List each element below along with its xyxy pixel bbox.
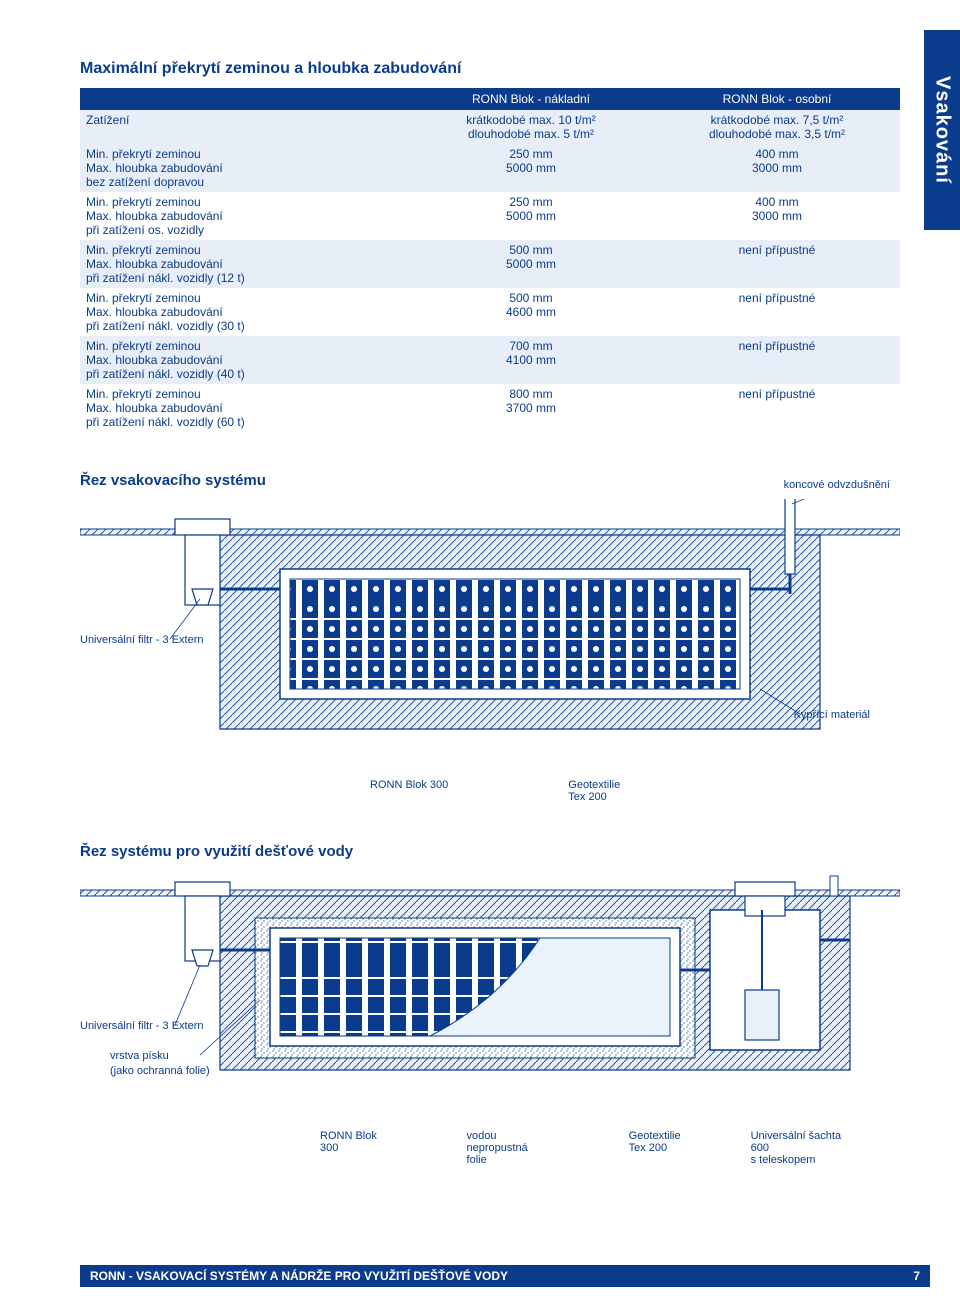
caption-ronn2: RONN Blok 300 [320,1130,397,1166]
col2-header: RONN Blok - osobní [654,88,900,110]
caption-sachta1: Universální šachta 600 [751,1130,860,1154]
diagram2-captions: RONN Blok 300 vodou nepropustná folie Ge… [80,1130,900,1166]
row-col1: 500 mm5000 mm [408,240,654,288]
diagram1-captions: RONN Blok 300 Geotextilie Tex 200 [80,779,900,803]
load-row: Zatížení krátkodobé max. 10 t/m² dlouhod… [80,110,900,144]
caption-folie2: folie [467,1154,559,1166]
row-col2: 400 mm3000 mm [654,144,900,192]
data-table: RONN Blok - nákladní RONN Blok - osobní … [80,88,900,432]
diagram1-svg [80,499,900,759]
row-label: Min. překrytí zeminouMax. hloubka zabudo… [80,336,408,384]
side-tab: Vsakování [924,30,960,230]
row-label: Min. překrytí zeminouMax. hloubka zabudo… [80,288,408,336]
row-col1: 250 mm5000 mm [408,192,654,240]
caption-geo2: Geotextilie [629,1130,681,1142]
row-label: Min. překrytí zeminouMax. hloubka zabudo… [80,192,408,240]
row-col1: 700 mm4100 mm [408,336,654,384]
row-col1: 500 mm4600 mm [408,288,654,336]
diagram1-title: Řez vsakovacího systému [80,472,900,489]
row-label: Min. překrytí zeminouMax. hloubka zabudo… [80,144,408,192]
caption-folie1: vodou nepropustná [467,1130,559,1154]
table-row: Min. překrytí zeminouMax. hloubka zabudo… [80,240,900,288]
row-label: Min. překrytí zeminouMax. hloubka zabudo… [80,240,408,288]
table-row: Min. překrytí zeminouMax. hloubka zabudo… [80,288,900,336]
table-header-row: RONN Blok - nákladní RONN Blok - osobní [80,88,900,110]
table-row: Min. překrytí zeminouMax. hloubka zabudo… [80,144,900,192]
label-filtr1: Universální filtr - 3 Extern [80,634,203,646]
label-koncove: koncové odvzdušnění [784,479,890,491]
load-c2-l1: krátkodobé max. 7,5 t/m² [660,113,894,127]
label-filtr2: Universální filtr - 3 Extern [80,1020,203,1032]
diagram2: Universální filtr - 3 Extern vrstva písk… [80,870,900,1120]
table-row: Min. překrytí zeminouMax. hloubka zabudo… [80,192,900,240]
diagram2-title: Řez systému pro využití dešťové vody [80,843,900,860]
row-col2: není přípustné [654,336,900,384]
diagram1: koncové odvzdušnění Universální filtr - … [80,499,900,769]
load-c1-l1: krátkodobé max. 10 t/m² [414,113,648,127]
row-col2: není přípustné [654,384,900,432]
caption-ronn1: RONN Blok 300 [370,779,448,803]
row-col2: 400 mm3000 mm [654,192,900,240]
label-pisek2: (jako ochranná folie) [110,1065,210,1077]
row-col2: není přípustné [654,240,900,288]
caption-geo1: Geotextilie [568,779,620,791]
table-row: Min. překrytí zeminouMax. hloubka zabudo… [80,384,900,432]
row-col1: 250 mm5000 mm [408,144,654,192]
col1-header: RONN Blok - nákladní [408,88,654,110]
caption-tex1: Tex 200 [568,791,620,803]
load-label: Zatížení [80,110,408,144]
label-pisek: vrstva písku [110,1050,169,1062]
caption-sachta2: s teleskopem [751,1154,860,1166]
caption-tex2: Tex 200 [629,1142,681,1154]
load-c1-l2: dlouhodobé max. 5 t/m² [414,127,648,141]
row-col1: 800 mm3700 mm [408,384,654,432]
table-row: Min. překrytí zeminouMax. hloubka zabudo… [80,336,900,384]
footer-text: RONN - VSAKOVACÍ SYSTÉMY A NÁDRŽE PRO VY… [90,1269,508,1283]
footer-bar: RONN - VSAKOVACÍ SYSTÉMY A NÁDRŽE PRO VY… [80,1265,930,1287]
table-title: Maximální překrytí zeminou a hloubka zab… [80,60,900,78]
label-kypr: Kypřící materiál [794,709,870,721]
load-c2-l2: dlouhodobé max. 3,5 t/m² [660,127,894,141]
row-label: Min. překrytí zeminouMax. hloubka zabudo… [80,384,408,432]
row-col2: není přípustné [654,288,900,336]
footer-page: 7 [913,1269,920,1283]
